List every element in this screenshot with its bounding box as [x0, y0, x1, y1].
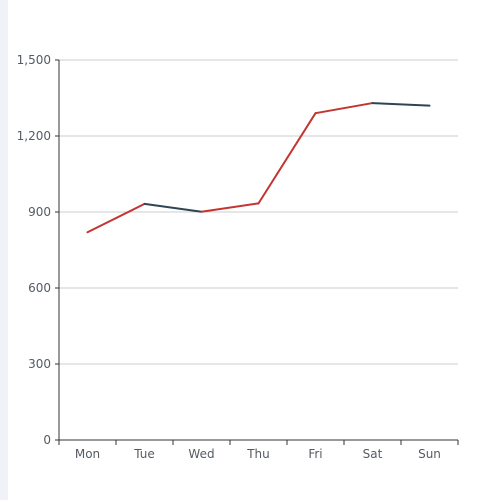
- x-tick-label: Wed: [188, 447, 214, 461]
- tick-labels: 0 300 600 900 1,200 1,500 Mon Tue Wed Thu Fri Sat Su…: [17, 53, 441, 461]
- y-tick-label: 0: [43, 433, 51, 447]
- x-tick-label: Sun: [418, 447, 441, 461]
- line-segment-thu-fri: [257, 112, 317, 205]
- x-tick-label: Sat: [363, 447, 383, 461]
- y-tick-label: 600: [28, 281, 51, 295]
- line-segment-tue-wed: [143, 202, 203, 213]
- line-segment-fri-sat: [314, 102, 374, 115]
- grid-lines: [59, 59, 458, 365]
- series-line: [86, 102, 431, 234]
- x-tick-label: Thu: [246, 447, 270, 461]
- y-tick-label: 1,500: [17, 53, 51, 67]
- axes: [55, 59, 459, 445]
- y-tick-label: 300: [28, 357, 51, 371]
- x-tick-label: Tue: [133, 447, 155, 461]
- left-border-strip: [0, 0, 8, 500]
- line-segment-sat-sun: [371, 102, 431, 107]
- x-tick-label: Fri: [308, 447, 322, 461]
- line-segment-mon-tue: [86, 202, 146, 234]
- x-tick-label: Mon: [75, 447, 100, 461]
- line-segment-wed-thu: [200, 202, 260, 213]
- y-tick-label: 1,200: [17, 129, 51, 143]
- y-tick-label: 900: [28, 205, 51, 219]
